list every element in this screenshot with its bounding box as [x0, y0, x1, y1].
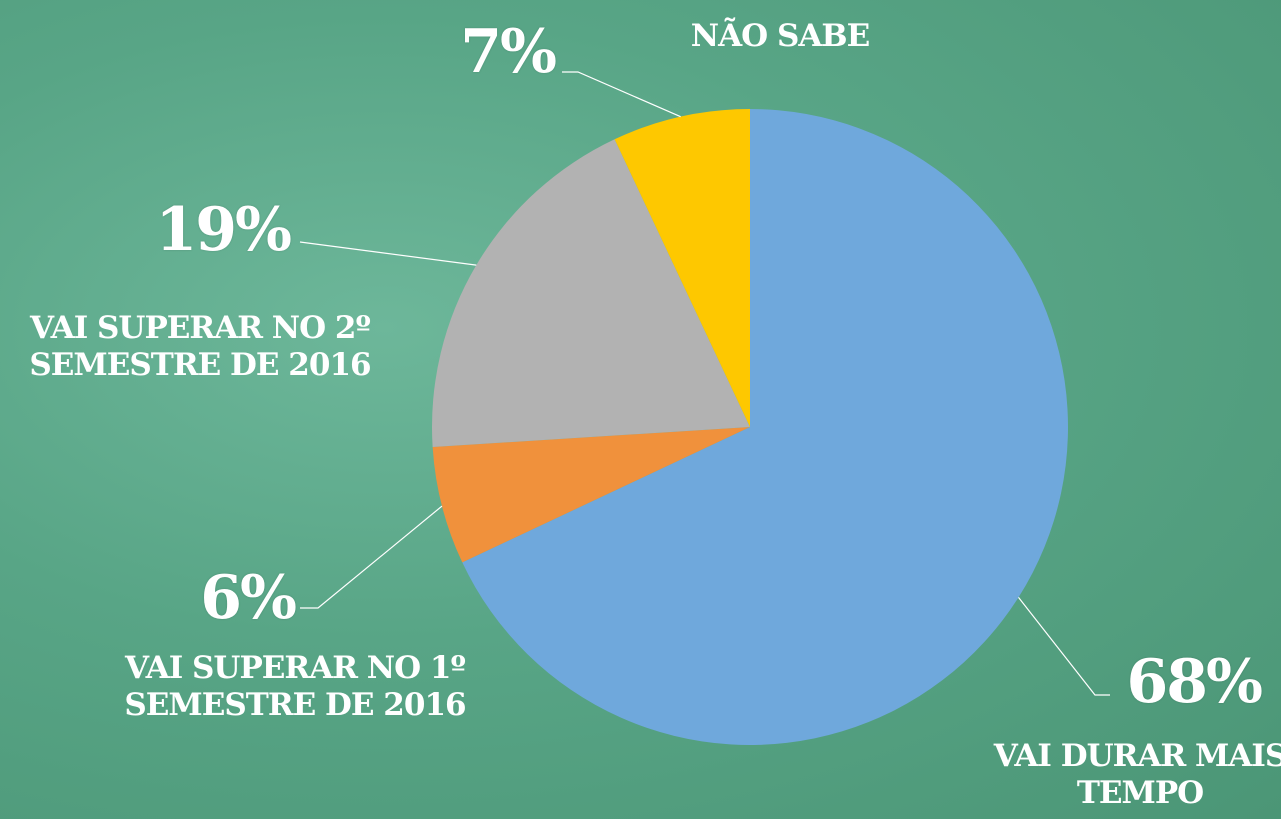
- category-label: VAI SUPERAR NO 1º SEMESTRE DE 2016: [124, 650, 466, 724]
- category-label: VAI SUPERAR NO 2º SEMESTRE DE 2016: [29, 310, 371, 384]
- value-label: 19%: [155, 195, 292, 265]
- leader-line: [1018, 597, 1110, 696]
- category-label: VAI DURAR MAIS TEMPO: [993, 738, 1281, 812]
- value-label: 68%: [1126, 647, 1263, 717]
- leader-line: [562, 71, 681, 118]
- pie-slice: [432, 139, 750, 447]
- value-label: 6%: [200, 563, 297, 633]
- pie-slice: [614, 109, 750, 427]
- pie-slice: [432, 427, 750, 563]
- leader-line: [300, 505, 443, 609]
- leader-line: [299, 241, 477, 266]
- pie-slice: [462, 109, 1068, 746]
- value-label: 7%: [460, 17, 557, 87]
- category-label: NÃO SABE: [690, 18, 870, 54]
